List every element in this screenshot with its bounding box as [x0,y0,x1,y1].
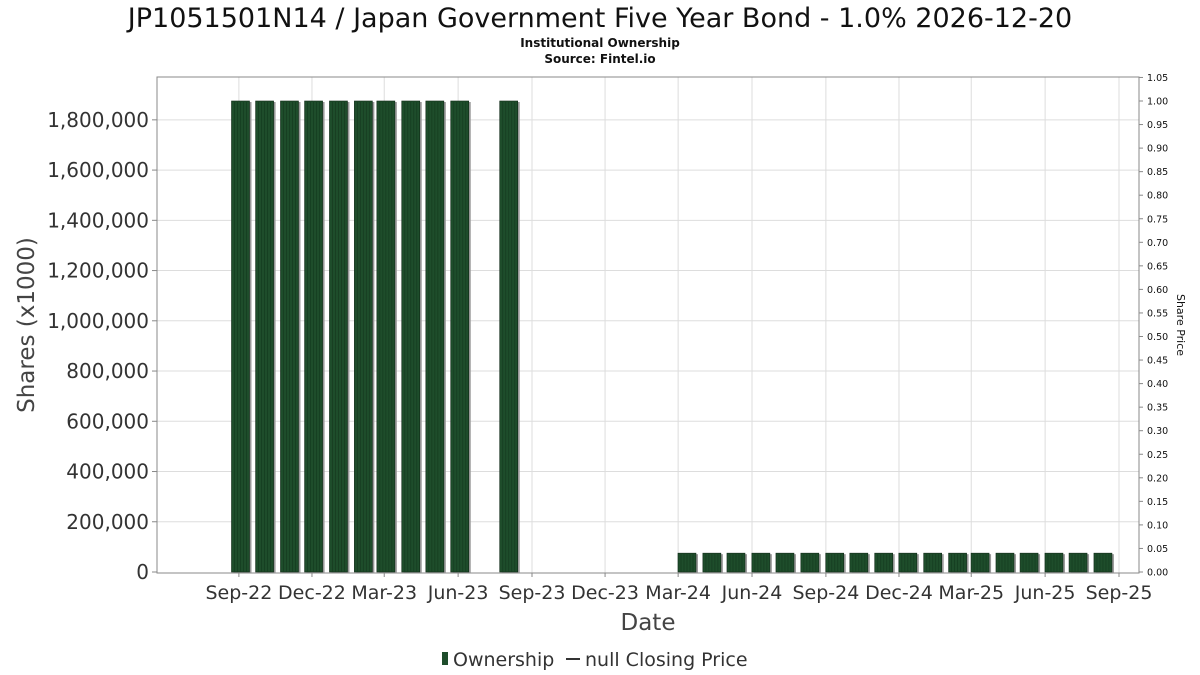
ownership-bar [231,100,252,573]
y2-tick-label: 1.05 [1147,73,1168,84]
y2-tick-label: 0.40 [1147,379,1168,390]
y2-tick-label: 0.10 [1147,520,1168,531]
x-tick-label: Dec-22 [278,582,346,604]
x-tick-label: Sep-24 [792,582,859,604]
ownership-bar [726,552,747,573]
y-tick-label: 1,800,000 [47,108,149,132]
ownership-bar [1044,552,1065,573]
y-tick-label: 400,000 [66,460,149,484]
x-tick-label: Dec-24 [865,582,933,604]
plot-area-frame [156,76,1140,574]
ownership-bar [450,100,471,573]
ownership-bar [499,100,520,573]
y2-tick-label: 0.30 [1147,426,1168,437]
y2-tick-label: 0.70 [1147,238,1168,249]
legend-ownership-swatch [442,652,448,665]
x-tick-label: Mar-25 [938,582,1004,604]
ownership-bar [1093,552,1114,573]
legend-ownership-label: Ownership [453,649,554,671]
y-tick-label: 200,000 [66,510,149,534]
legend-price-label: null Closing Price [585,649,748,671]
y2-tick-label: 0.90 [1147,144,1168,155]
ownership-bar [280,100,301,573]
ownership-bar [329,100,350,573]
y-tick-label: 1,000,000 [47,309,149,333]
y2-tick-label: 0.65 [1147,261,1168,272]
y2-tick-label: 0.95 [1147,120,1168,131]
x-tick-label: Jun-24 [721,582,783,604]
x-axis-ticks: Sep-22 Dec-22 Mar-23 Jun-23 Sep-23 Dec-23 Mar-… [205,573,1152,604]
ownership-bar [825,552,846,573]
x-tick-label: Sep-22 [205,582,272,604]
ownership-bar [970,552,992,573]
ownership-bar [775,552,796,573]
y2-axis-title: Share Price [1174,294,1187,356]
ownership-bar [1019,552,1041,573]
y2-tick-label: 0.55 [1147,308,1168,319]
y-tick-label: 1,600,000 [47,158,149,182]
ownership-bar [425,100,446,573]
y-tick-label: 1,200,000 [47,259,149,283]
y-axis-title: Shares (x1000) [14,237,40,413]
ownership-bar [995,552,1016,573]
chart-subtitle-line-2: Source: Fintel.io [544,52,655,66]
x-tick-label: Mar-24 [645,582,711,604]
x-tick-label: Mar-23 [351,582,417,604]
ownership-bar [874,552,895,573]
ownership-bar [800,552,821,573]
ownership-bars [231,100,1114,573]
ownership-bar [751,552,772,573]
y2-tick-label: 0.85 [1147,167,1168,178]
y2-tick-label: 0.50 [1147,332,1168,343]
y-tick-label: 600,000 [66,409,149,433]
legend: Ownership null Closing Price [442,649,748,671]
y2-tick-label: 0.15 [1147,497,1168,508]
ownership-bar [401,100,422,573]
ownership-bar [376,100,397,573]
y2-axis-ticks: 0.00 0.05 0.10 0.15 0.20 0.25 0.30 0.35 0.40 0.45… [1139,73,1168,579]
x-tick-label: Jun-25 [1014,582,1076,604]
y2-tick-label: 0.25 [1147,450,1168,461]
x-axis-title: Date [621,610,676,636]
y2-tick-label: 0.35 [1147,403,1168,414]
ownership-bar [898,552,919,573]
ownership-bar [923,552,944,573]
y2-tick-label: 0.45 [1147,356,1168,367]
x-tick-label: Jun-23 [427,582,489,604]
y-axis-ticks: 0 200,000 400,000 600,000 800,000 1,000,000 1,… [47,108,157,584]
y2-tick-label: 0.80 [1147,191,1168,202]
y-tick-label: 800,000 [66,359,149,383]
y2-tick-label: 0.75 [1147,214,1168,225]
y2-tick-label: 0.60 [1147,285,1168,296]
x-tick-label: Dec-23 [571,582,639,604]
y-tick-label: 1,400,000 [47,208,149,232]
y2-tick-label: 0.20 [1147,473,1168,484]
ownership-bar [677,552,698,573]
ownership-bar [849,552,870,573]
x-tick-label: Sep-25 [1086,582,1153,604]
ownership-bar [948,552,969,573]
y2-tick-label: 0.05 [1147,544,1168,555]
ownership-bar [304,100,325,573]
ownership-bar [1068,552,1090,573]
y2-tick-label: 1.00 [1147,97,1168,108]
y2-tick-label: 0.00 [1147,568,1168,579]
x-tick-label: Sep-23 [499,582,566,604]
chart-title: JP1051501N14 / Japan Government Five Yea… [126,3,1072,34]
y-tick-label: 0 [136,560,149,584]
chart-subtitle-line-1: Institutional Ownership [520,36,680,50]
ownership-bar [255,100,276,573]
ownership-bar [354,100,375,573]
ownership-bar [702,552,723,573]
